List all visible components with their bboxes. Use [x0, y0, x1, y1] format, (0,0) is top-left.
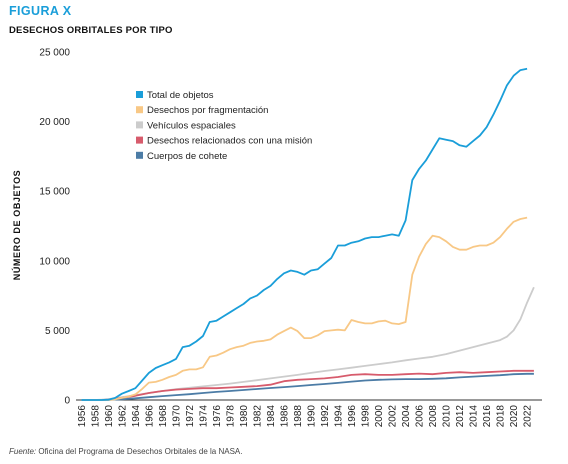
- legend-label: Desechos por fragmentación: [147, 105, 268, 116]
- x-tick-label: 2000: [374, 405, 385, 428]
- series-line-4: [81, 369, 534, 401]
- x-tick-label: 2014: [469, 405, 480, 428]
- y-tick-label: 15 000: [39, 187, 70, 198]
- x-tick-label: 2018: [496, 405, 507, 428]
- y-axis-label: NÚMERO DE OBJETOS: [11, 170, 22, 281]
- x-tick-label: 1980: [239, 405, 250, 428]
- x-axis-ticks: 1956 1958 1960 1962 1964 1966 1968 1970 1972 1974…: [77, 405, 534, 428]
- x-tick-label: 1958: [90, 405, 101, 428]
- legend-label: Vehículos espaciales: [147, 120, 236, 131]
- x-tick-label: 1984: [266, 405, 277, 428]
- x-tick-label: 1994: [334, 405, 345, 428]
- figure-label: FIGURA X: [9, 4, 72, 18]
- legend: Total de objetos Desechos por fragmentaci…: [136, 90, 312, 162]
- x-tick-label: 2002: [388, 405, 399, 428]
- y-tick-label: 5 000: [45, 326, 70, 337]
- x-tick-label: 2010: [442, 405, 453, 428]
- x-tick-label: 1990: [307, 405, 318, 428]
- y-tick-label: 10 000: [39, 256, 70, 267]
- x-tick-label: 1964: [131, 405, 142, 428]
- x-tick-label: 2016: [482, 405, 493, 428]
- series-lines: [81, 67, 535, 401]
- x-tick-label: 1988: [293, 405, 304, 428]
- y-tick-label: 25 000: [39, 48, 70, 59]
- source-label: Fuente:: [9, 447, 37, 456]
- source-text: Oficina del Programa de Desechos Orbital…: [36, 447, 243, 456]
- legend-label: Desechos relacionados con una misión: [147, 136, 312, 147]
- x-tick-label: 2006: [415, 405, 426, 428]
- x-tick-label: 2022: [523, 405, 534, 428]
- x-tick-label: 1976: [212, 405, 223, 428]
- x-tick-label: 2020: [509, 405, 520, 428]
- x-tick-label: 1998: [361, 405, 372, 428]
- x-tick-label: 1982: [252, 405, 263, 428]
- x-tick-label: 1966: [144, 405, 155, 428]
- legend-swatch: [136, 91, 143, 98]
- x-tick-label: 1968: [158, 405, 169, 428]
- y-tick-label: 20 000: [39, 117, 70, 128]
- series-line-1: [81, 67, 528, 401]
- x-tick-label: 1962: [117, 405, 128, 428]
- chart-title: DESECHOS ORBITALES POR TIPO: [9, 25, 173, 36]
- legend-label: Total de objetos: [147, 90, 214, 101]
- x-tick-label: 1986: [280, 405, 291, 428]
- legend-label: Cuerpos de cohete: [147, 151, 227, 162]
- x-tick-label: 1978: [225, 405, 236, 428]
- legend-swatch: [136, 106, 143, 114]
- x-tick-label: 1996: [347, 405, 358, 428]
- x-tick-label: 1974: [198, 405, 209, 428]
- x-tick-label: 1972: [185, 405, 196, 428]
- x-tick-label: 2004: [401, 405, 412, 428]
- legend-swatch: [136, 121, 143, 129]
- series-line-5: [81, 372, 534, 401]
- x-tick-label: 2008: [428, 405, 439, 428]
- y-axis-ticks: 0 5 000 10 000 15 000 20 000 25 000: [39, 48, 70, 407]
- x-tick-label: 1992: [320, 405, 331, 428]
- y-tick-label: 0: [64, 396, 70, 407]
- y-axis-label-group: NÚMERO DE OBJETOS: [11, 170, 22, 281]
- series-line-2: [81, 216, 528, 401]
- legend-swatch: [136, 136, 143, 144]
- x-tick-label: 1970: [171, 405, 182, 428]
- legend-swatch: [136, 151, 143, 159]
- x-tick-label: 2012: [455, 405, 466, 428]
- x-tick-label: 1960: [104, 405, 115, 428]
- x-tick-label: 1956: [77, 405, 88, 428]
- source-note: Fuente: Oficina del Programa de Desechos…: [9, 447, 242, 456]
